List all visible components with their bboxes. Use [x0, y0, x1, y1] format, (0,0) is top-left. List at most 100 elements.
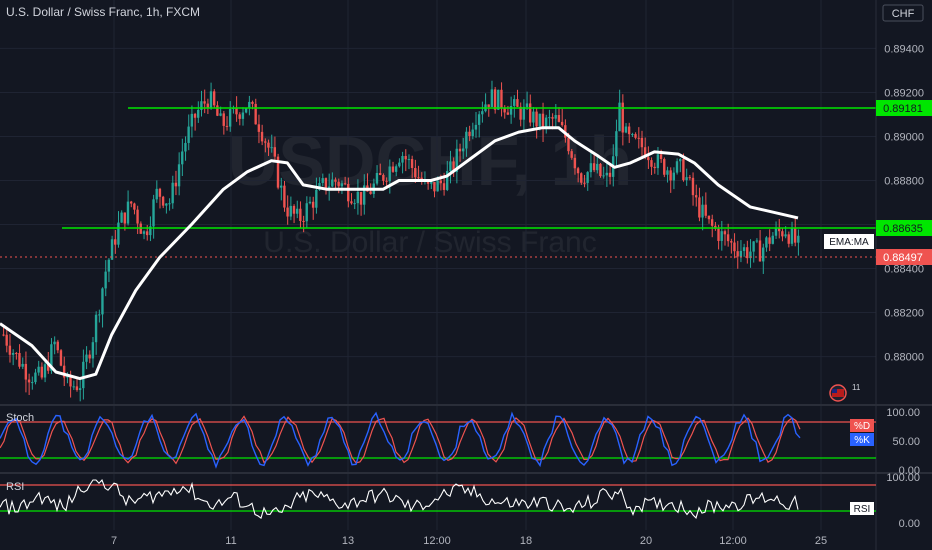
candle-body [586, 172, 589, 183]
candle-body [592, 163, 596, 171]
candle-body [433, 182, 436, 192]
candle-body [659, 154, 663, 160]
candle-body [442, 183, 446, 190]
rsi-tick-label: 0.00 [899, 518, 920, 530]
candle-body [404, 155, 407, 160]
candle-body [24, 363, 28, 380]
candle-body [347, 184, 350, 202]
candle-body [212, 91, 216, 106]
candle-body [532, 111, 535, 123]
candle-body [541, 113, 545, 130]
candle-body [643, 147, 647, 158]
candle-body [774, 227, 778, 236]
candle-body [627, 126, 631, 135]
candle-body [181, 151, 184, 165]
stoch-tick-label: 50.00 [892, 436, 920, 448]
candle-body [477, 114, 481, 125]
candle-body [359, 191, 363, 205]
candle-body [461, 148, 465, 152]
candle-body [75, 386, 79, 390]
candle-body [548, 117, 551, 119]
time-axis[interactable]: 7 11 13 12:00 18 20 12:00 25 [111, 535, 827, 547]
stoch-title[interactable]: Stoch [6, 412, 34, 424]
candle-body [608, 172, 612, 177]
candle-body [193, 113, 197, 118]
candle-body [350, 201, 353, 204]
upper-level-value: 0.89181 [883, 103, 923, 115]
candle-body [101, 288, 104, 315]
candle-body [752, 241, 755, 252]
candle-body [5, 334, 8, 346]
candle-body [37, 366, 40, 373]
candle-body [602, 175, 605, 177]
candle-body [251, 101, 254, 104]
candle-body [126, 201, 130, 224]
candle-body [299, 208, 302, 221]
stoch-d-label: %D [854, 421, 870, 432]
candle-body [283, 185, 286, 208]
candle-body [557, 115, 561, 122]
candle-body [206, 103, 209, 108]
upper-level-label [876, 100, 932, 116]
candle-body [292, 205, 296, 214]
candle-body [241, 112, 245, 119]
time-tick-label: 11 [225, 535, 236, 547]
candle-body [525, 103, 529, 107]
candle-body [340, 183, 344, 187]
rsi-title[interactable]: RSI [6, 481, 24, 493]
candle-body [707, 215, 711, 220]
ema-line[interactable] [0, 126, 799, 381]
candle-body [378, 172, 382, 176]
candle-body [717, 228, 720, 241]
candle-body [621, 102, 624, 133]
candle-body [787, 234, 790, 244]
candle-body [640, 137, 644, 148]
candle-body [394, 166, 398, 172]
candle-body [264, 141, 267, 143]
candle-body [567, 137, 570, 152]
candle-body [618, 102, 621, 132]
candle-body [158, 188, 162, 197]
stoch-k-badge [850, 433, 874, 446]
candle-body [765, 237, 768, 248]
candle-body [248, 101, 251, 109]
price-tick-label: 0.88200 [884, 308, 924, 320]
candle-body [672, 172, 676, 181]
candle-body [353, 203, 356, 205]
candle-body [771, 235, 774, 244]
candle-body [40, 366, 43, 378]
flag-icon[interactable]: 11 [829, 383, 861, 402]
candle-body [519, 106, 522, 120]
candle-body [650, 160, 653, 167]
rsi-line [0, 478, 799, 520]
candle-body [110, 239, 114, 260]
ema-tag[interactable] [824, 234, 874, 249]
candle-body [369, 191, 372, 194]
candle-body [793, 227, 797, 243]
candle-body [500, 89, 503, 109]
candle-body [538, 113, 541, 127]
candle-body [72, 386, 75, 388]
candle-body [656, 154, 660, 169]
candle-body [682, 159, 685, 181]
candle-body [528, 103, 532, 123]
stoch-pane: Stoch [0, 411, 876, 469]
candle-body [190, 113, 194, 127]
currency-badge[interactable] [882, 4, 924, 22]
candle-body [436, 180, 439, 192]
candle-body [133, 203, 136, 210]
stoch-d-line [0, 415, 801, 465]
candle-body [449, 161, 452, 172]
candle-body [439, 180, 442, 184]
candle-body [637, 137, 640, 139]
candle-body [88, 354, 91, 359]
candle-body [410, 159, 414, 168]
grid [0, 0, 876, 530]
candle-body [710, 219, 714, 226]
candle-body [155, 188, 158, 200]
candle-body [244, 108, 248, 113]
symbol-watermark: USDCHF, 1h U.S. Dollar / Swiss Franc [228, 122, 632, 259]
candle-body [149, 226, 152, 236]
candle-body [219, 113, 222, 116]
